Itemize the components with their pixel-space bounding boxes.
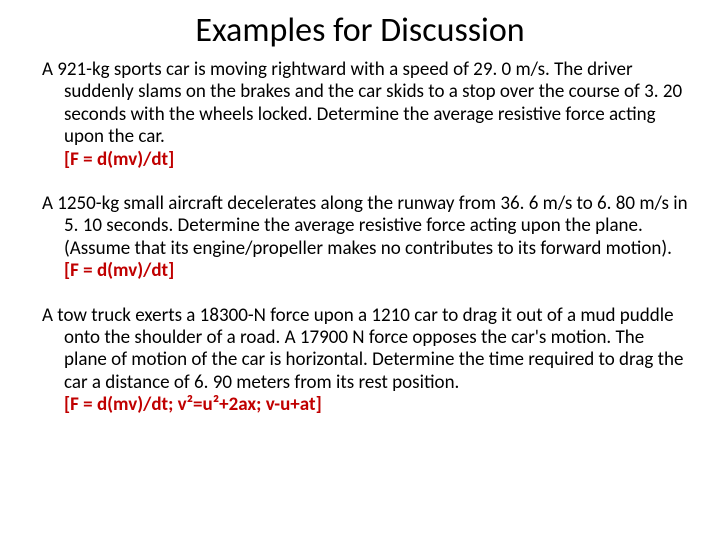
problem-3-body: A tow truck exerts a 18300-N force upon …	[42, 304, 683, 394]
problem-1-body: A 921-kg sports car is moving rightward …	[42, 58, 682, 148]
problem-2-formula: [F = d(mv)/dt]	[64, 259, 174, 282]
problem-1-formula: [F = d(mv)/dt]	[64, 148, 174, 171]
problem-3: A tow truck exerts a 18300-N force upon …	[42, 305, 690, 417]
problem-1: A 921-kg sports car is moving rightward …	[42, 59, 690, 171]
problem-2-body: A 1250-kg small aircraft decelerates alo…	[42, 192, 688, 260]
problem-2: A 1250-kg small aircraft decelerates alo…	[42, 193, 690, 283]
problem-3-formula: [F = d(mv)/dt; v²=u²+2ax; v-u+at]	[64, 393, 322, 416]
page-title: Examples for Discussion	[30, 10, 690, 51]
